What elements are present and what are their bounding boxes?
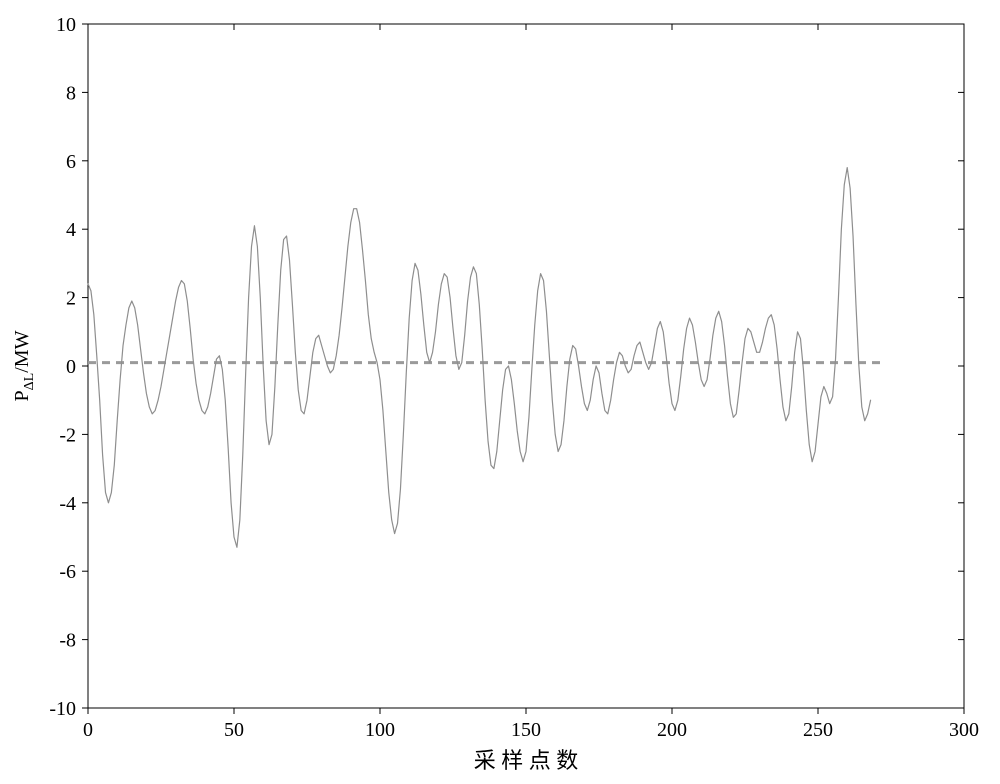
y-tick-label: 2 [66, 288, 76, 310]
chart-container: 0 50 100 150 200 250 300 -10 -8 -6 -4 -2 0 2 4 6 8 10 采 样 … [0, 0, 1000, 784]
x-tick-label: 150 [511, 719, 541, 741]
y-tick-label: -6 [59, 561, 76, 583]
y-tick-label: 4 [66, 219, 76, 241]
y-tick-label: 10 [56, 14, 76, 36]
x-tick-label: 300 [949, 719, 979, 741]
y-axis-label: PΔL/MW [11, 330, 37, 401]
x-tick-label: 200 [657, 719, 687, 741]
x-tick-label: 0 [83, 719, 93, 741]
x-tick-label: 50 [224, 719, 244, 741]
y-tick-label: -8 [59, 630, 76, 652]
x-axis-label: 采 样 点 数 [474, 748, 579, 773]
plot-border [88, 24, 964, 708]
data-series [88, 168, 871, 548]
y-tick-label: -10 [49, 698, 76, 720]
x-tick-label: 100 [365, 719, 395, 741]
x-tick-label: 250 [803, 719, 833, 741]
y-tick-label: 8 [66, 82, 76, 104]
y-tick-label: -4 [59, 493, 76, 515]
y-tick-label: -2 [59, 424, 76, 446]
line-chart: 0 50 100 150 200 250 300 -10 -8 -6 -4 -2 0 2 4 6 8 10 采 样 … [0, 0, 1000, 784]
y-tick-label: 0 [66, 356, 76, 378]
y-tick-label: 6 [66, 151, 76, 173]
